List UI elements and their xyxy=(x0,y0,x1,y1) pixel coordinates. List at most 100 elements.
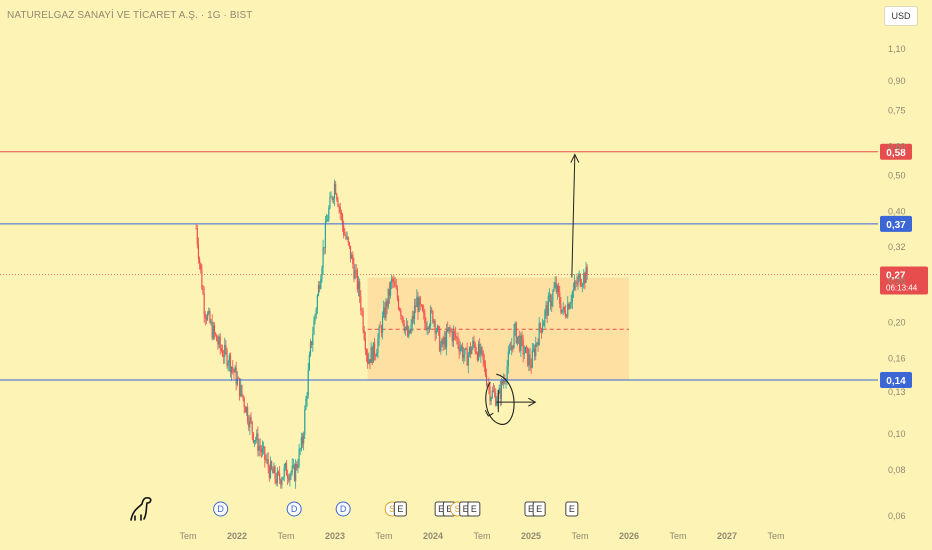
candle-body xyxy=(404,327,406,331)
earnings-marker xyxy=(467,501,481,517)
candle-body xyxy=(360,296,362,311)
candle-body xyxy=(539,323,541,329)
candle-body xyxy=(532,349,535,351)
candle-body xyxy=(448,327,450,332)
time-axis: Tem 2022 Tem 2023 Tem 2024 Tem 2025 Tem 2026 Tem 20… xyxy=(179,531,784,541)
candle-body xyxy=(241,385,243,395)
event-marker-label: D xyxy=(217,504,224,514)
price-tick-label: 0,08 xyxy=(888,465,906,475)
candle-body xyxy=(279,473,281,480)
candle-body xyxy=(403,324,405,331)
event-marker-label: D xyxy=(291,504,298,514)
price-tick-label: 0,13 xyxy=(888,387,906,397)
currency-button[interactable]: USD xyxy=(884,6,918,26)
candle-body xyxy=(284,463,286,468)
candle-body xyxy=(407,325,409,337)
price-label-bg xyxy=(880,143,912,160)
candle-body xyxy=(529,354,531,365)
time-tick-label: 2022 xyxy=(227,531,247,541)
candle-body xyxy=(495,392,497,406)
candle-body xyxy=(569,304,571,309)
event-marker-label: S xyxy=(454,504,460,514)
candle-body xyxy=(303,434,305,444)
candle-body xyxy=(361,310,363,312)
candle-body xyxy=(327,219,329,221)
candle-body xyxy=(429,309,432,326)
candle-body xyxy=(530,364,532,368)
candle-body xyxy=(351,254,353,259)
candle-body xyxy=(224,344,226,357)
candle-body xyxy=(413,305,416,319)
candle-body xyxy=(439,329,441,352)
candle-body xyxy=(527,347,529,366)
candle-body xyxy=(412,316,414,319)
candle-body xyxy=(576,282,578,285)
candle-body xyxy=(522,339,524,355)
candle-body xyxy=(287,475,289,478)
price-tick-label: 0,50 xyxy=(888,171,906,181)
candle-body xyxy=(418,297,420,312)
candle-body xyxy=(457,337,459,345)
candle-body xyxy=(269,461,272,478)
candle-body xyxy=(289,474,291,481)
candle-body xyxy=(223,356,225,357)
candle-body xyxy=(243,398,245,408)
candle-body xyxy=(234,367,236,373)
candle-body xyxy=(388,288,390,296)
price-tick-label: 0,26 xyxy=(888,276,906,286)
candle-body xyxy=(331,196,333,200)
candle-body xyxy=(228,355,230,364)
event-marker-label: E xyxy=(569,504,575,514)
event-marker-label: E xyxy=(446,504,452,514)
candle-body xyxy=(433,320,435,323)
candle-body xyxy=(301,437,304,444)
candle-body xyxy=(469,347,472,354)
price-tick-label: 0,16 xyxy=(888,354,906,364)
candle-body xyxy=(525,346,528,348)
candle-body xyxy=(560,304,562,313)
candle-body xyxy=(546,305,548,316)
candle-body xyxy=(377,338,379,353)
time-tick-label: 2025 xyxy=(521,531,541,541)
candle-body xyxy=(220,347,222,351)
candles-group xyxy=(195,179,588,489)
candle-body xyxy=(247,407,249,422)
hand-circle xyxy=(485,373,515,425)
candle-body xyxy=(535,343,537,357)
candle-body xyxy=(577,277,579,285)
price-tick-label: 0,20 xyxy=(888,318,906,328)
candle-body xyxy=(248,421,250,428)
candle-body xyxy=(204,314,206,318)
candle-body xyxy=(459,347,461,352)
target-arrow-head xyxy=(570,153,580,163)
candle-body xyxy=(579,274,581,286)
candle-body xyxy=(570,301,572,305)
countdown-label: 06:13:44 xyxy=(886,284,918,293)
candle-body xyxy=(543,321,545,327)
candle-body xyxy=(517,335,520,337)
candle-body xyxy=(322,247,324,269)
candle-body xyxy=(274,466,276,479)
candle-body xyxy=(396,288,398,299)
current-price-label-bg xyxy=(880,266,928,295)
candle-body xyxy=(212,325,214,339)
candle-body xyxy=(505,380,507,382)
candle-body xyxy=(572,288,575,293)
candle-body xyxy=(380,327,382,334)
candle-body xyxy=(417,296,419,312)
candle-body xyxy=(562,306,564,310)
candle-body xyxy=(309,341,312,356)
candle-body xyxy=(386,301,388,307)
candle-body xyxy=(368,359,370,364)
candle-body xyxy=(330,196,332,198)
candle-body xyxy=(231,366,233,373)
candle-body xyxy=(395,286,397,289)
candle-body xyxy=(451,331,453,342)
candle-body xyxy=(558,285,560,293)
candle-body xyxy=(455,332,457,338)
earnings-marker xyxy=(532,501,546,517)
candle-body xyxy=(393,281,395,283)
candle-body xyxy=(316,295,318,310)
